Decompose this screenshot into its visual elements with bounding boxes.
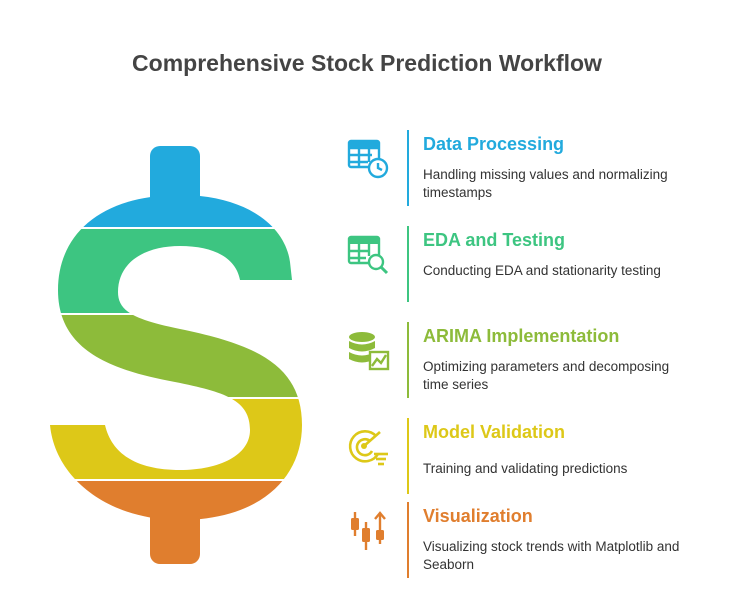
table-clock-icon (347, 139, 389, 179)
step-data-processing: Data Processing Handling missing values … (340, 130, 700, 210)
dollar-band-olive (50, 315, 302, 397)
page-title: Comprehensive Stock Prediction Workflow (132, 50, 602, 76)
step-description: Training and validating predictions (423, 461, 628, 476)
dollar-band-green (50, 229, 302, 313)
step-title: EDA and Testing (423, 230, 566, 250)
dollar-band-orange (50, 481, 302, 564)
step-divider (407, 502, 409, 578)
step-eda-testing: EDA and Testing Conducting EDA and stati… (340, 226, 700, 306)
step-divider (407, 418, 409, 494)
candlestick-chart-icon (351, 511, 386, 550)
step-divider (407, 322, 409, 398)
step-description: Handling missing values and normalizing … (423, 167, 668, 200)
dollar-band-yellow (50, 399, 302, 479)
step-description: Visualizing stock trends with Matplotlib… (423, 539, 680, 572)
step-visualization: Visualization Visualizing stock trends w… (340, 502, 700, 582)
step-model-validation: Model Validation Training and validating… (340, 418, 700, 498)
step-divider (407, 226, 409, 302)
step-arima: ARIMA Implementation Optimizing paramete… (340, 322, 700, 402)
step-description: Optimizing parameters and decomposing ti… (423, 359, 670, 392)
step-divider (407, 130, 409, 206)
step-title: Data Processing (423, 134, 565, 154)
database-chart-icon (349, 332, 390, 371)
step-title: ARIMA Implementation (423, 326, 620, 346)
dollar-band-blue (50, 146, 302, 227)
radar-filter-icon (348, 430, 388, 466)
step-title: Visualization (423, 506, 533, 526)
step-title: Model Validation (423, 422, 566, 442)
step-description: Conducting EDA and stationarity testing (423, 263, 661, 278)
table-search-icon (347, 235, 389, 275)
